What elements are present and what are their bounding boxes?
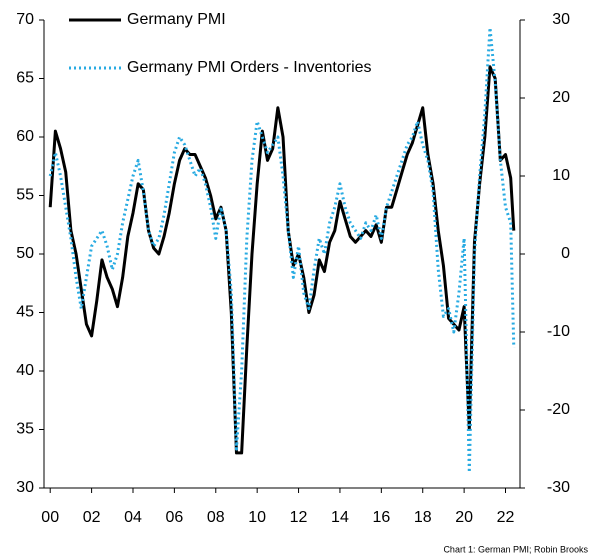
y2-tick-label: 0 (561, 245, 570, 262)
y2-tick-label: 20 (552, 89, 570, 106)
legend-label: Germany PMI (127, 11, 226, 28)
x-tick-label: 04 (124, 509, 142, 526)
y-tick-label: 50 (16, 245, 34, 262)
y-tick-label: 65 (16, 70, 34, 87)
x-tick-label: 20 (455, 509, 473, 526)
y2-tick-label: -10 (547, 323, 570, 340)
y2-tick-label: -30 (547, 479, 570, 496)
x-tick-label: 06 (165, 509, 183, 526)
y2-tick-label: 30 (552, 11, 570, 28)
y-tick-label: 40 (16, 362, 34, 379)
caption: Chart 1: German PMI; Robin Brooks (443, 544, 588, 554)
x-tick-label: 22 (497, 509, 515, 526)
y-tick-label: 70 (16, 11, 34, 28)
y-tick-label: 60 (16, 128, 34, 145)
x-tick-label: 00 (41, 509, 59, 526)
x-tick-label: 12 (290, 509, 308, 526)
x-tick-label: 02 (83, 509, 101, 526)
y-tick-label: 30 (16, 479, 34, 496)
x-tick-label: 08 (207, 509, 225, 526)
y2-tick-label: 10 (552, 167, 570, 184)
x-tick-label: 18 (414, 509, 432, 526)
series-line (48, 26, 516, 474)
y-tick-label: 55 (16, 187, 34, 204)
x-tick-label: 16 (372, 509, 390, 526)
series-line (48, 65, 516, 455)
y-tick-label: 35 (16, 421, 34, 438)
y-tick-label: 45 (16, 304, 34, 321)
x-tick-label: 14 (331, 509, 349, 526)
y2-tick-label: -20 (547, 401, 570, 418)
legend-label: Germany PMI Orders - Inventories (127, 59, 372, 76)
x-tick-label: 10 (248, 509, 266, 526)
